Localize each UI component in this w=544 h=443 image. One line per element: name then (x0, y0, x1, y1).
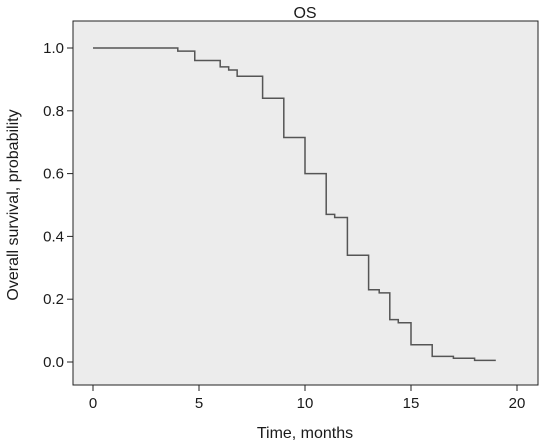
survival-curve (93, 47, 496, 362)
x-tick-label: 20 (509, 395, 526, 412)
y-tick-label: 0.2 (43, 291, 64, 308)
x-tick-label: 5 (195, 395, 203, 412)
x-tick-label: 15 (403, 395, 420, 412)
y-tick-label: 0.0 (43, 354, 64, 371)
x-axis-ticks: 0 5 10 15 20 (89, 385, 526, 412)
y-tick-label: 0.8 (43, 103, 64, 120)
y-axis-title: Overall survival, probability (5, 109, 22, 300)
chart-title: OS (293, 5, 316, 22)
x-tick-label: 10 (297, 395, 314, 412)
y-tick-label: 1.0 (43, 40, 64, 57)
y-tick-label: 0.6 (43, 166, 64, 183)
x-axis-title: Time, months (257, 425, 353, 442)
y-tick-label: 0.4 (43, 228, 64, 245)
y-axis-ticks: 0.0 0.2 0.4 0.6 0.8 1.0 (43, 40, 73, 371)
x-tick-label: 0 (89, 395, 97, 412)
plot-area (72, 20, 539, 386)
